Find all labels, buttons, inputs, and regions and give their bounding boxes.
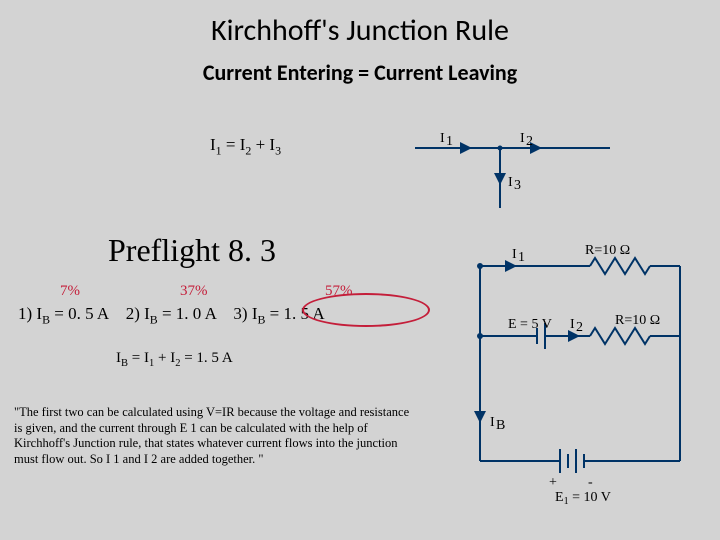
circuit-diagram: I1 R=10 Ω E = 5 V I2 R=10 Ω IB + - E1 = … [460, 236, 710, 516]
ans-2: 2) IB = 1. 0 A [126, 304, 217, 323]
svg-text:I: I [512, 247, 517, 262]
r2-label: R=10 Ω [615, 313, 660, 328]
plus-label: + [549, 475, 557, 490]
svg-text:1: 1 [446, 134, 453, 149]
svg-text:2: 2 [576, 320, 583, 335]
e-label: E = 5 V [508, 317, 552, 332]
ans-1: 1) IB = 0. 5 A [18, 304, 109, 323]
svg-text:2: 2 [526, 134, 533, 149]
main-equation: I1 = I2 + I3 [210, 135, 281, 158]
svg-text:I: I [520, 131, 525, 146]
ans-3: 3) IB = 1. 5 A [233, 304, 324, 323]
r1-label: R=10 Ω [585, 243, 630, 258]
minus-label: - [588, 475, 593, 490]
slide-title: Kirchhoff's Junction Rule [0, 0, 720, 49]
junction-diagram: I1 I2 I3 [400, 128, 630, 218]
svg-text:I: I [570, 317, 575, 332]
slide-subtitle: Current Entering = Current Leaving [0, 59, 720, 86]
pct-2: 37% [150, 283, 290, 300]
explanation-quote: "The first two can be calculated using V… [14, 405, 414, 468]
preflight-title: Preflight 8. 3 [108, 232, 276, 269]
svg-text:I: I [508, 175, 513, 190]
e1-label: E1 = 10 V [555, 490, 611, 507]
svg-text:3: 3 [514, 178, 521, 193]
svg-text:1: 1 [518, 250, 525, 265]
pct-1: 7% [30, 283, 150, 300]
pct-3: 57% [290, 283, 410, 300]
svg-text:I: I [490, 415, 495, 430]
svg-text:B: B [496, 418, 505, 433]
ib-equation: IB = I1 + I2 = 1. 5 A [116, 350, 233, 369]
svg-text:I: I [440, 131, 445, 146]
answer-row: 1) IB = 0. 5 A 2) IB = 1. 0 A 3) IB = 1.… [18, 304, 333, 327]
percentage-row: 7% 37% 57% [30, 283, 440, 300]
